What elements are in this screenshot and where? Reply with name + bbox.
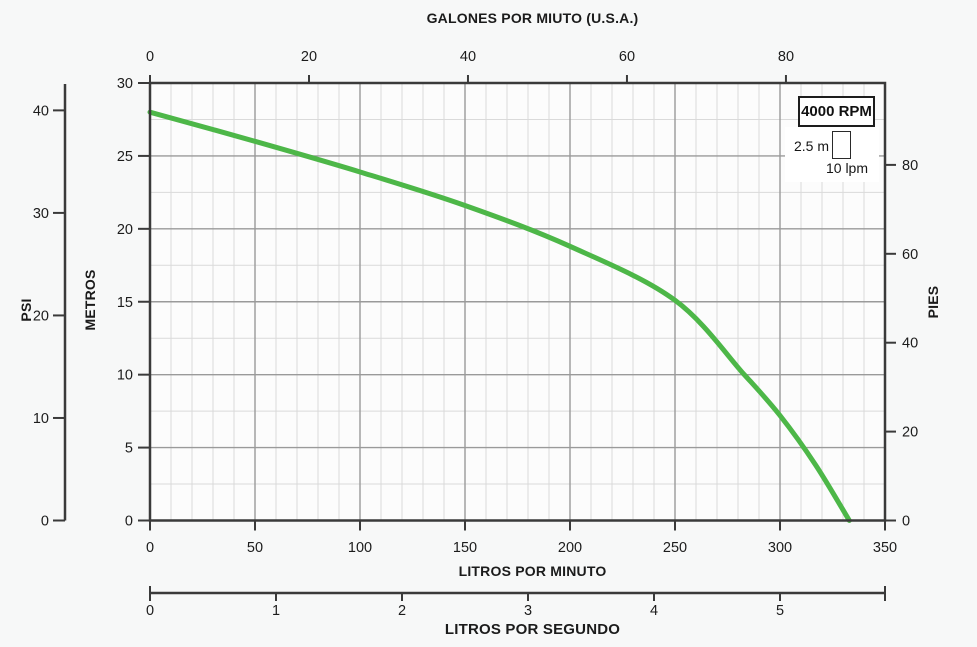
tick-label: 0 bbox=[146, 49, 154, 65]
bottom-secondary-axis-title: LITROS POR SEGUNDO bbox=[444, 621, 621, 638]
tick-label: 80 bbox=[778, 49, 794, 65]
tick-label: 15 bbox=[117, 295, 133, 311]
pies-axis-title: PIES bbox=[925, 285, 941, 319]
tick-label: 2 bbox=[398, 603, 406, 619]
tick-label: 50 bbox=[247, 540, 263, 556]
tick-label: 20 bbox=[117, 222, 133, 238]
tick-label: 0 bbox=[125, 514, 133, 530]
top-axis-title: GALONES POR MIUTO (U.S.A.) bbox=[426, 10, 639, 26]
tick-label: 10 bbox=[117, 368, 133, 384]
tick-label: 0 bbox=[146, 540, 154, 556]
tick-label: 0 bbox=[146, 603, 154, 619]
tick-label: 30 bbox=[33, 206, 49, 222]
tick-label: 40 bbox=[902, 336, 918, 352]
tick-label: 5 bbox=[776, 603, 784, 619]
tick-label: 20 bbox=[301, 49, 317, 65]
tick-label: 60 bbox=[619, 49, 635, 65]
tick-label: 20 bbox=[33, 308, 49, 324]
tick-label: 40 bbox=[33, 103, 49, 119]
tick-label: 60 bbox=[902, 247, 918, 263]
bottom-axis-title: LITROS POR MINUTO bbox=[458, 563, 607, 579]
tick-label: 40 bbox=[460, 49, 476, 65]
pump-curve bbox=[147, 109, 852, 523]
tick-label: 300 bbox=[768, 540, 792, 556]
metros-axis-title: METROS bbox=[82, 269, 98, 331]
tick-label: 100 bbox=[348, 540, 372, 556]
tick-label: 4 bbox=[650, 603, 658, 619]
tick-label: 250 bbox=[663, 540, 687, 556]
tick-label: 25 bbox=[117, 149, 133, 165]
psi-axis-title: PSI bbox=[18, 298, 34, 322]
tick-label: 1 bbox=[272, 603, 280, 619]
tick-label: 200 bbox=[558, 540, 582, 556]
tick-label: 0 bbox=[902, 514, 910, 530]
scale-sample-rect bbox=[832, 131, 851, 159]
scale-horizontal-label: 10 lpm bbox=[825, 160, 869, 176]
grid-scale-legend: 2.5 m 10 lpm bbox=[785, 127, 879, 182]
scale-vertical-label: 2.5 m bbox=[793, 138, 829, 154]
rpm-label-box: 4000 RPM bbox=[798, 96, 875, 127]
tick-label: 20 bbox=[902, 425, 918, 441]
tick-label: 3 bbox=[524, 603, 532, 619]
tick-label: 350 bbox=[873, 540, 897, 556]
tick-label: 5 bbox=[125, 441, 133, 457]
tick-label: 150 bbox=[453, 540, 477, 556]
tick-label: 0 bbox=[41, 514, 49, 530]
tick-label: 10 bbox=[33, 411, 49, 427]
tick-label: 30 bbox=[117, 76, 133, 92]
tick-label: 80 bbox=[902, 158, 918, 174]
